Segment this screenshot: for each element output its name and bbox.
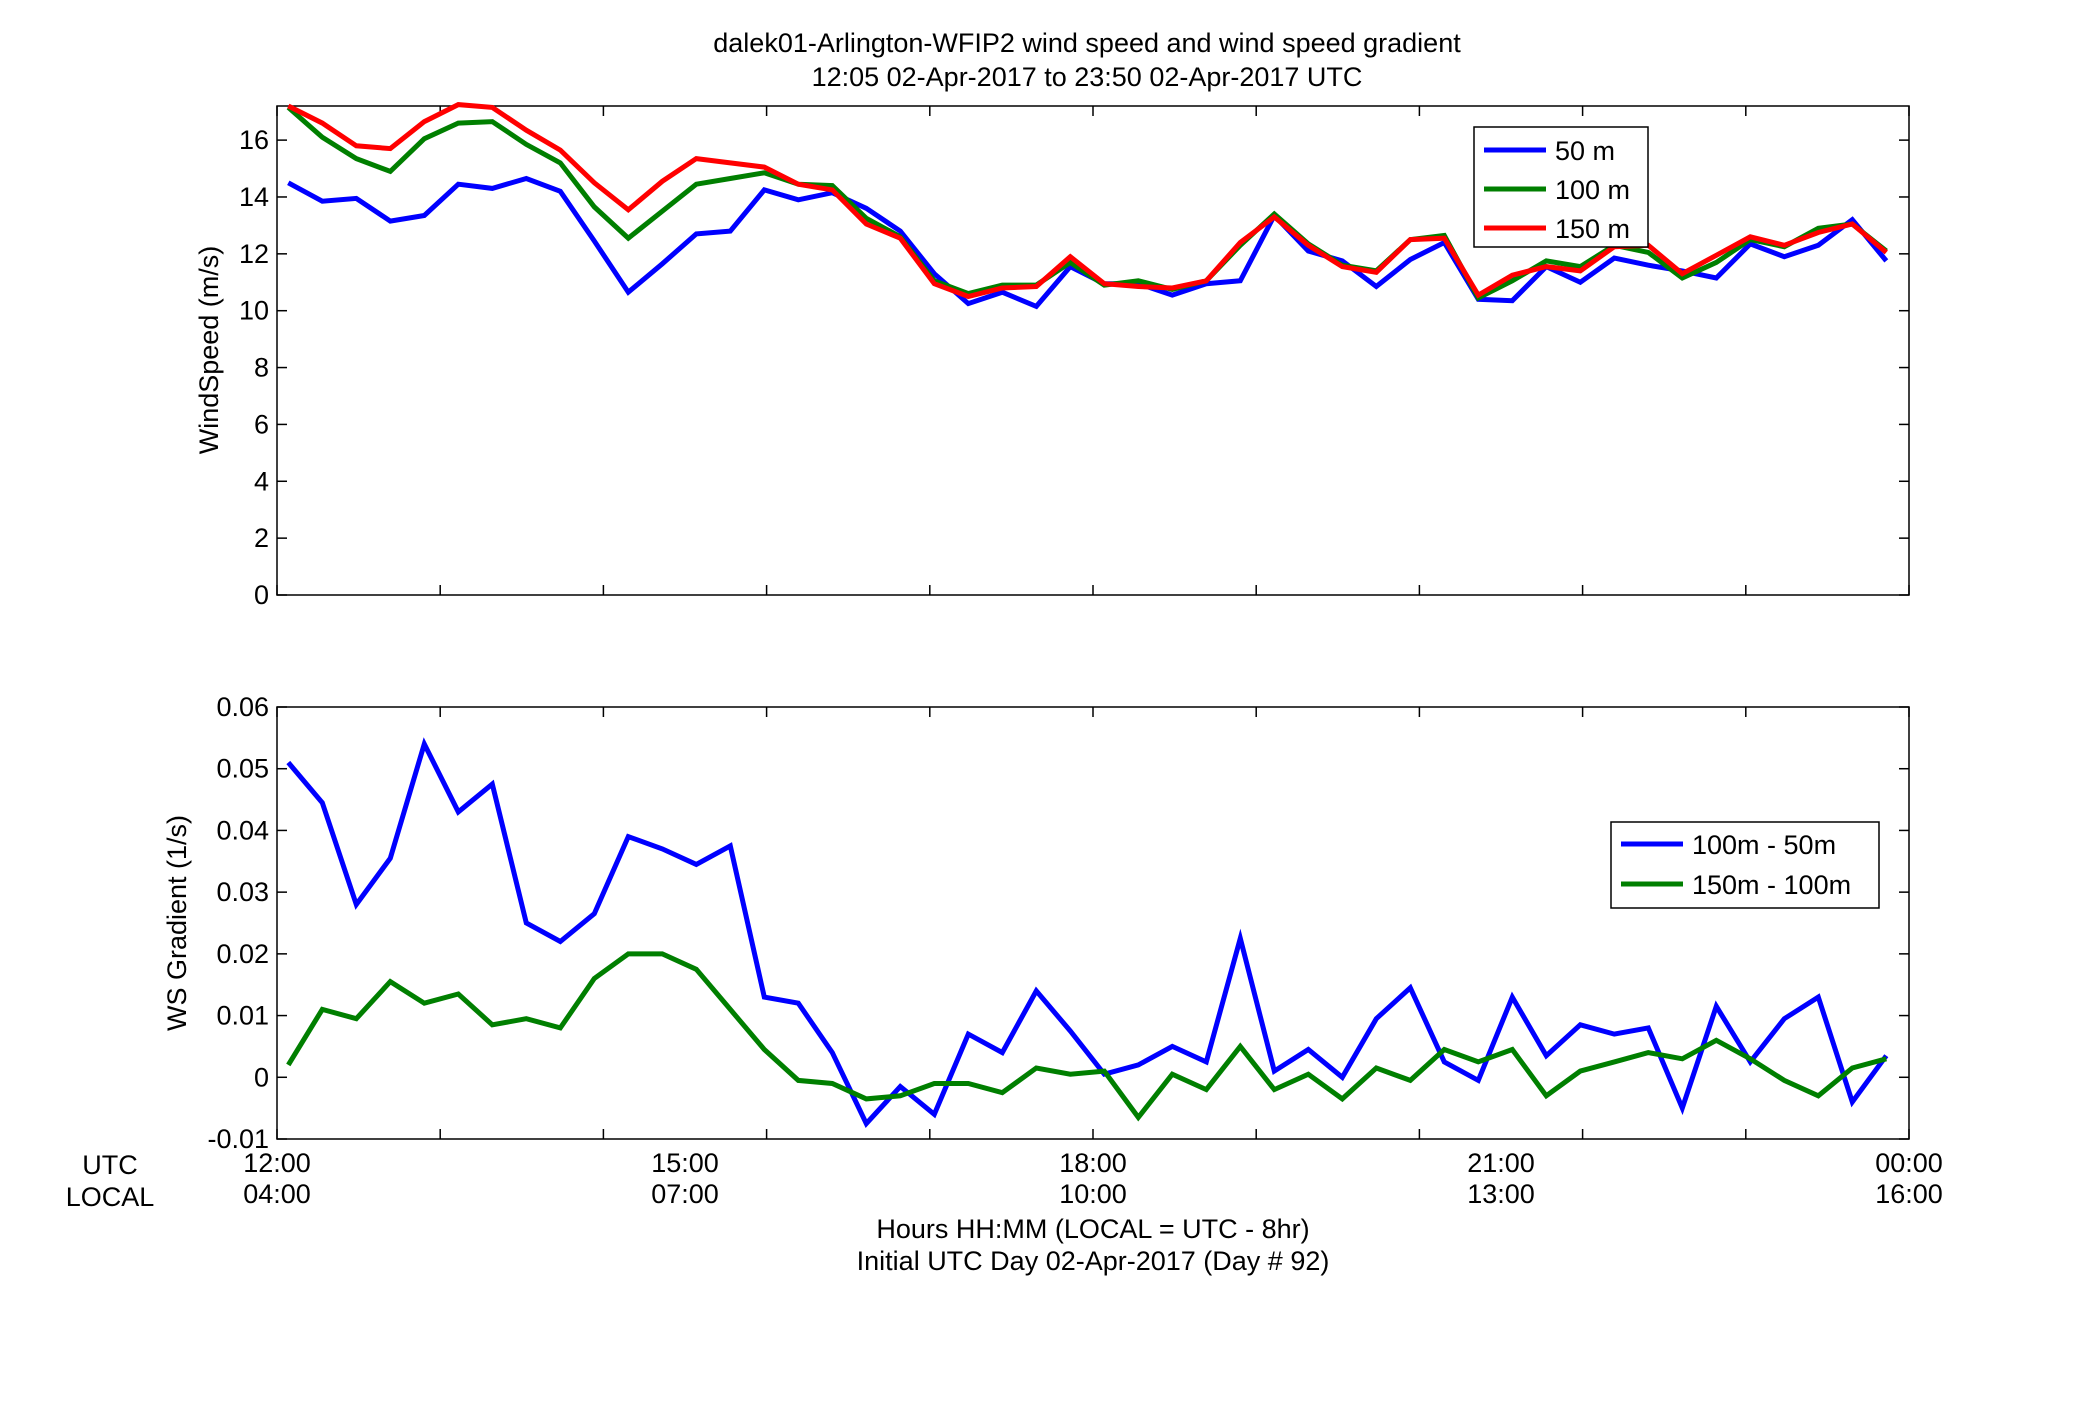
gradient-legend: 100m - 50m 150m - 100m bbox=[1610, 821, 1880, 909]
y-tick-label: 12 bbox=[239, 239, 269, 269]
y-tick-label: 4 bbox=[254, 466, 269, 496]
gradient-ylabel: WS Gradient (1/s) bbox=[162, 815, 192, 1031]
utc-row-label: UTC bbox=[82, 1150, 138, 1180]
y-tick-label: 0.04 bbox=[216, 815, 269, 845]
y-tick-label: 6 bbox=[254, 409, 269, 439]
y-tick-label: 0.03 bbox=[216, 877, 269, 907]
utc-tick-label: 21:00 bbox=[1467, 1148, 1535, 1178]
chart-title-line1: dalek01-Arlington-WFIP2 wind speed and w… bbox=[713, 28, 1461, 58]
windspeed-legend: 50 m 100 m 150 m bbox=[1473, 126, 1649, 248]
utc-tick-label: 12:00 bbox=[243, 1148, 311, 1178]
x-axis-label-line1: Hours HH:MM (LOCAL = UTC - 8hr) bbox=[876, 1214, 1309, 1244]
utc-tick-label: 15:00 bbox=[651, 1148, 719, 1178]
windspeed-ticks: 0 2 4 6 8 10 12 14 16 bbox=[239, 106, 1910, 610]
y-tick-label: 0 bbox=[254, 1062, 269, 1092]
legend-label-100m-50m: 100m - 50m bbox=[1692, 830, 1836, 860]
y-tick-label: 16 bbox=[239, 125, 269, 155]
local-tick-label: 07:00 bbox=[651, 1179, 719, 1209]
gradient-series-lines bbox=[286, 737, 1889, 1129]
y-tick-label: 10 bbox=[239, 296, 269, 326]
series-line-100m-50m bbox=[286, 737, 1889, 1129]
gradient-plot-area bbox=[276, 706, 1910, 1140]
y-tick-label: 2 bbox=[254, 523, 269, 553]
local-tick-label: 10:00 bbox=[1059, 1179, 1127, 1209]
gradient-axes: -0.01 0 0.01 0.02 0.03 0.04 0.05 0.06 WS Gradie… bbox=[162, 692, 1910, 1154]
y-tick-label: 8 bbox=[254, 353, 269, 383]
utc-tick-label: 00:00 bbox=[1875, 1148, 1943, 1178]
legend-label-100m: 100 m bbox=[1555, 175, 1630, 205]
legend-label-150m-100m: 150m - 100m bbox=[1692, 870, 1851, 900]
local-tick-label: 04:00 bbox=[243, 1179, 311, 1209]
y-tick-label: 0.06 bbox=[216, 692, 269, 722]
utc-tick-label: 18:00 bbox=[1059, 1148, 1127, 1178]
local-tick-label: 16:00 bbox=[1875, 1179, 1943, 1209]
y-tick-label: 0 bbox=[254, 580, 269, 610]
windspeed-axes: 0 2 4 6 8 10 12 14 16 WindSpeed (m/s) 50 m 100 m… bbox=[194, 102, 1910, 610]
y-tick-label: 0.02 bbox=[216, 939, 269, 969]
series-line-150m-100m bbox=[286, 951, 1887, 1122]
gradient-ticks: -0.01 0 0.01 0.02 0.03 0.04 0.05 0.06 bbox=[207, 692, 1910, 1154]
local-row-label: LOCAL bbox=[66, 1182, 155, 1212]
local-tick-label: 13:00 bbox=[1467, 1179, 1535, 1209]
legend-label-150m: 150 m bbox=[1555, 214, 1630, 244]
y-tick-label: 0.01 bbox=[216, 1001, 269, 1031]
chart-title-line2: 12:05 02-Apr-2017 to 23:50 02-Apr-2017 U… bbox=[812, 62, 1363, 92]
y-tick-label: 0.05 bbox=[216, 754, 269, 784]
legend-label-50m: 50 m bbox=[1555, 136, 1615, 166]
x-axis-label-line2: Initial UTC Day 02-Apr-2017 (Day # 92) bbox=[857, 1246, 1330, 1276]
windspeed-ylabel: WindSpeed (m/s) bbox=[194, 246, 224, 455]
y-tick-label: -0.01 bbox=[207, 1124, 269, 1154]
gradient-legend-box bbox=[1610, 821, 1880, 909]
y-tick-label: 14 bbox=[239, 182, 269, 212]
x-tick-labels: UTC LOCAL 12:00 15:00 18:00 21:00 00:00 … bbox=[66, 1148, 1943, 1212]
